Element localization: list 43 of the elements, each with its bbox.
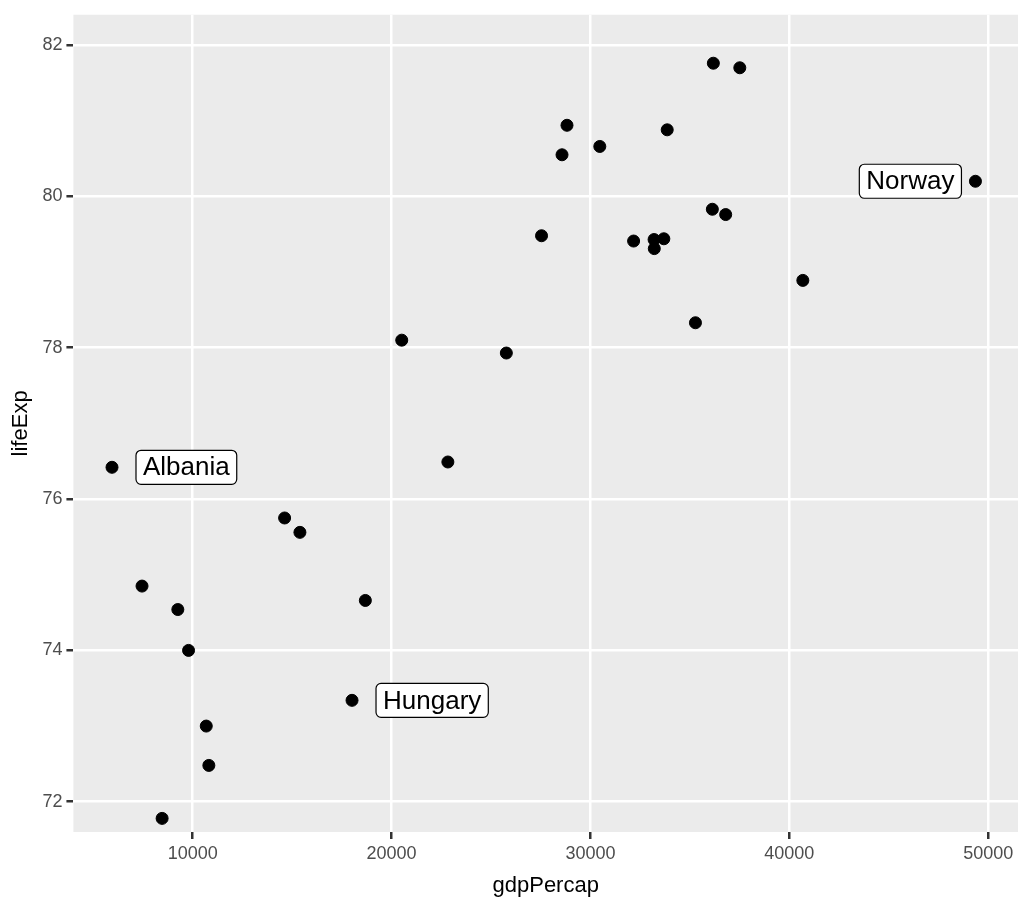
y-tick-label: 82 [42,34,63,55]
point [688,316,702,330]
annotation: Hungary [383,684,482,715]
y-tick-label: 80 [42,185,63,206]
point [555,148,569,162]
y-axis-title: lifeExp [7,390,33,457]
point [345,693,359,707]
point [968,174,982,188]
y-tick-label: 76 [42,488,63,509]
point [395,333,409,347]
point [796,273,810,287]
point [733,61,747,75]
point [135,579,149,593]
point [441,455,455,469]
x-tick-label: 40000 [764,842,815,863]
point [105,460,119,474]
point [278,511,292,525]
x-tick-label: 10000 [167,842,218,863]
annotation: Albania [143,451,231,482]
x-tick-label: 30000 [565,842,616,863]
point [182,643,196,657]
y-tick-label: 74 [42,639,63,660]
point [627,234,641,248]
x-tick-label: 20000 [366,842,417,863]
x-tick-label: 50000 [963,842,1014,863]
point [719,208,733,222]
x-axis-title: gdpPercap [492,871,599,897]
point [706,56,720,70]
point [560,118,574,132]
point [535,229,549,243]
y-tick-label: 72 [42,790,63,811]
point [499,346,513,360]
y-tick-label: 78 [42,336,63,357]
point [358,593,372,607]
point [705,202,719,216]
point [593,139,607,153]
annotation: Norway [866,165,955,196]
point [660,123,674,137]
point [171,603,185,617]
point [293,525,307,539]
point [199,719,213,733]
point [202,758,216,772]
point [155,811,169,825]
